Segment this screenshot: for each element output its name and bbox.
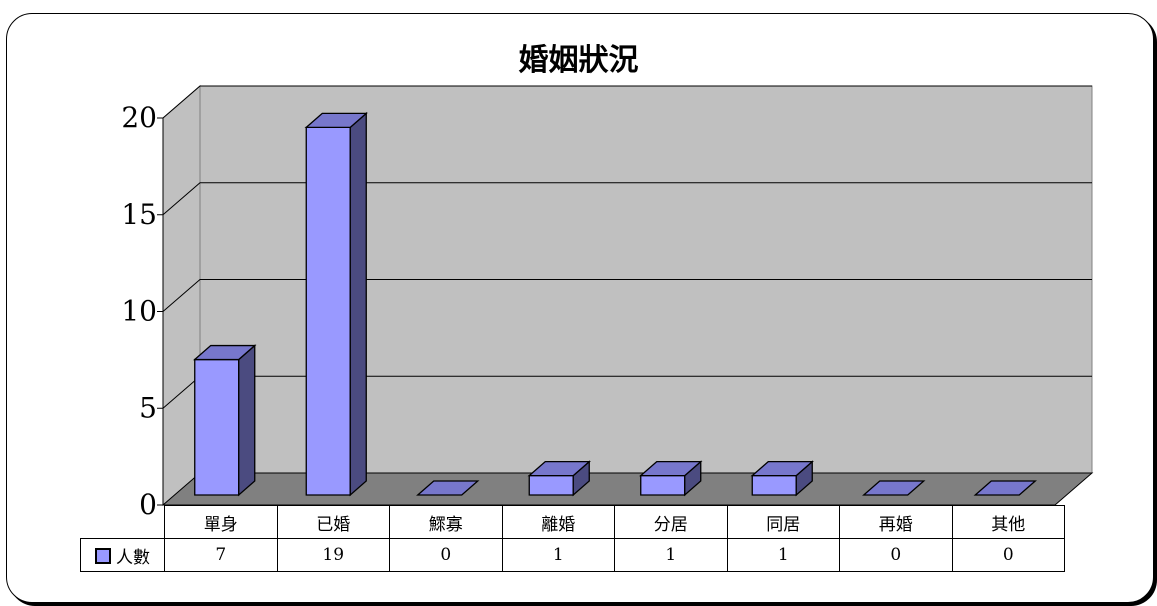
- bar-分居: [639, 460, 703, 497]
- bar-front: [751, 474, 797, 496]
- bar-side: [349, 111, 367, 497]
- data-label: 1: [501, 538, 615, 572]
- bar-同居: [750, 460, 814, 497]
- x-tick-label: 其他: [951, 505, 1065, 539]
- legend-key: [95, 547, 111, 564]
- bar-top: [527, 460, 591, 477]
- y-tick-label: 20: [121, 101, 157, 134]
- bar-top: [639, 460, 703, 477]
- chart-title: 婚姻狀況: [518, 43, 639, 78]
- data-label: 7: [164, 538, 278, 572]
- bar-front: [305, 126, 351, 496]
- data-label: 19: [276, 538, 390, 572]
- x-tick-label: 已婚: [276, 505, 390, 539]
- table-corner: [81, 506, 165, 539]
- y-tick-label: 10: [121, 295, 157, 328]
- data-label: 1: [726, 538, 840, 572]
- bar-front: [194, 358, 240, 496]
- legend-label: 人數: [116, 547, 150, 568]
- data-label: 0: [839, 538, 953, 572]
- x-tick-label: 分居: [614, 505, 728, 539]
- data-label: 1: [614, 538, 728, 572]
- gridline: [162, 182, 1092, 216]
- y-tick-label: 15: [121, 198, 157, 231]
- y-tick-label: 5: [139, 391, 157, 424]
- gridline: [162, 279, 1092, 312]
- bar-其他: [973, 480, 1037, 496]
- bar-單身: [193, 344, 257, 497]
- bar-top: [862, 480, 926, 496]
- bar-top: [750, 460, 814, 477]
- bar-top: [193, 344, 257, 361]
- x-tick-label: 鰥寡: [389, 505, 503, 539]
- value-row: 人數 7 19 0 1 1 1 0 0: [80, 538, 1065, 572]
- bar-top: [416, 480, 480, 496]
- bar-再婚: [862, 480, 926, 496]
- x-tick-label: 離婚: [501, 505, 615, 539]
- data-label: 0: [951, 538, 1065, 572]
- bar-front: [640, 474, 686, 496]
- y-tick-label: 0: [139, 488, 157, 521]
- x-tick-label: 再婚: [839, 505, 953, 539]
- category-row: 單身 已婚 鰥寡 離婚 分居 同居 再婚 其他: [81, 505, 1065, 539]
- bar-top: [973, 480, 1037, 496]
- data-table: 單身 已婚 鰥寡 離婚 分居 同居 再婚 其他 人數 7 19 0 1 1 1 0 0: [80, 505, 1065, 572]
- data-label: 0: [389, 538, 503, 572]
- bar-已婚: [304, 111, 368, 497]
- bar-side: [238, 344, 256, 497]
- bar-front: [528, 474, 574, 496]
- bar-離婚: [527, 460, 591, 497]
- x-tick-label: 單身: [164, 505, 278, 539]
- x-tick-label: 同居: [726, 505, 840, 539]
- bar-鰥寡: [416, 480, 480, 496]
- floor: [161, 472, 1094, 506]
- gridline: [162, 85, 1092, 119]
- bar-top: [304, 112, 368, 128]
- legend-cell: 人數: [80, 538, 165, 572]
